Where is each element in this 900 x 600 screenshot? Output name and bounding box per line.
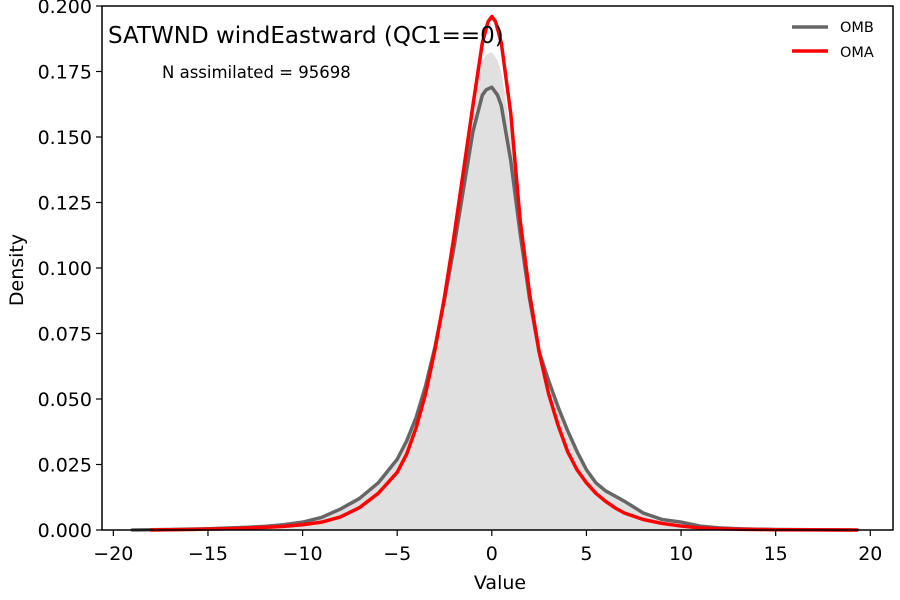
histogram-area bbox=[132, 52, 858, 530]
x-tick-label: −10 bbox=[283, 543, 323, 565]
y-tick-label: 0.175 bbox=[38, 62, 92, 84]
series-lines bbox=[130, 14, 859, 532]
histogram-layer bbox=[132, 52, 858, 530]
legend-label-omb: OMB bbox=[840, 20, 874, 36]
y-axis: 0.000 0.025 0.050 0.075 0.100 0.125 0.150 0.175… bbox=[38, 0, 102, 542]
x-tick-label: 10 bbox=[669, 543, 693, 565]
chart-title: SATWND windEastward (QC1==0) bbox=[108, 23, 504, 49]
x-axis-label: Value bbox=[474, 572, 526, 594]
y-tick-label: 0.075 bbox=[38, 324, 92, 346]
y-tick-label: 0.200 bbox=[38, 0, 92, 18]
y-tick-label: 0.025 bbox=[38, 455, 92, 477]
annotation-n-assimilated: N assimilated = 95698 bbox=[162, 63, 351, 82]
series-line-oma bbox=[149, 14, 859, 532]
y-tick-label: 0.100 bbox=[38, 258, 92, 280]
x-tick-label: 5 bbox=[580, 543, 592, 565]
y-tick-label: 0.125 bbox=[38, 193, 92, 215]
x-tick-label: 20 bbox=[858, 543, 882, 565]
y-tick-label: 0.150 bbox=[38, 127, 92, 149]
x-tick-label: −20 bbox=[93, 543, 133, 565]
y-tick-label: 0.000 bbox=[38, 520, 92, 542]
x-tick-label: −15 bbox=[188, 543, 228, 565]
legend-label-oma: OMA bbox=[840, 45, 874, 61]
x-axis: −20 −15 −10 −5 0 5 10 15 20 bbox=[93, 530, 882, 565]
y-tick-label: 0.050 bbox=[38, 389, 92, 411]
x-tick-label: −5 bbox=[383, 543, 411, 565]
x-tick-label: 15 bbox=[764, 543, 788, 565]
legend: OMB OMA bbox=[792, 20, 874, 61]
y-axis-label: Density bbox=[6, 234, 28, 306]
series-line-omb bbox=[130, 85, 854, 532]
x-tick-label: 0 bbox=[486, 543, 498, 565]
